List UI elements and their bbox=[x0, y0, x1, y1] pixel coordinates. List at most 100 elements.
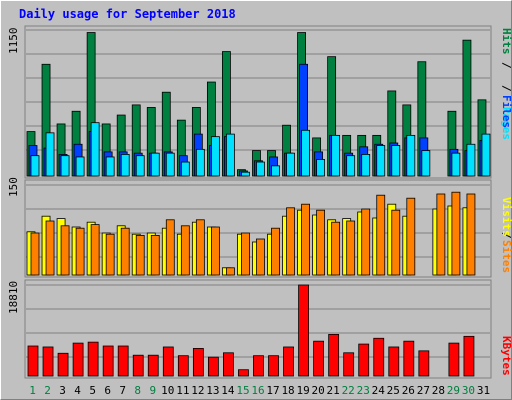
pages-bar bbox=[180, 161, 190, 177]
pages-bar bbox=[90, 122, 100, 177]
day-label: 18 bbox=[281, 384, 294, 397]
day-label: 31 bbox=[477, 384, 490, 397]
sites-bar bbox=[45, 220, 55, 276]
kbytes-bar bbox=[358, 343, 370, 377]
hits-files-pages-panel bbox=[24, 25, 492, 179]
day-label: 22 bbox=[342, 384, 355, 397]
pages-bar bbox=[165, 152, 175, 177]
day-label: 13 bbox=[206, 384, 219, 397]
sites-bar bbox=[226, 267, 235, 276]
sites-bar bbox=[271, 227, 280, 276]
kbytes-bar bbox=[27, 345, 39, 377]
hits-max-label: 1150 bbox=[7, 28, 20, 55]
pages-bar bbox=[346, 155, 356, 177]
sep-2: / bbox=[500, 62, 512, 69]
day-label: 28 bbox=[432, 384, 445, 397]
day-label: 3 bbox=[59, 384, 66, 397]
sites-bar bbox=[466, 193, 476, 276]
pages-bar bbox=[421, 150, 431, 177]
pages-bar bbox=[30, 155, 40, 177]
kbytes-bar bbox=[388, 346, 400, 377]
day-label: 4 bbox=[74, 384, 81, 397]
kbytes-bar bbox=[42, 346, 54, 377]
pages-bar bbox=[331, 134, 341, 177]
day-label: 27 bbox=[417, 384, 430, 397]
visits-max-label: 150 bbox=[7, 177, 20, 197]
pages-bar bbox=[256, 161, 265, 177]
visits-sites-panel bbox=[24, 179, 492, 278]
kbytes-bar bbox=[162, 346, 174, 377]
sites-bar bbox=[241, 232, 250, 276]
day-label: 10 bbox=[161, 384, 174, 397]
pages-bar bbox=[271, 165, 280, 177]
kbytes-bar bbox=[72, 342, 84, 377]
kbytes-bar bbox=[177, 355, 189, 377]
kbytes-bar bbox=[117, 345, 129, 377]
day-labels: 1 2 3 4 5 6 7 8 9 10 11 12 13 14 15 16 17 18 19 20 21 22 23 24 2… bbox=[29, 384, 490, 397]
day-label: 29 bbox=[447, 384, 460, 397]
sites-bar bbox=[90, 224, 100, 276]
kbytes-bar bbox=[343, 352, 355, 377]
day-label: 6 bbox=[104, 384, 111, 397]
pages-bar bbox=[391, 145, 401, 177]
kbytes-bar bbox=[132, 354, 144, 377]
sites-bar bbox=[361, 208, 371, 276]
pages-bar bbox=[210, 136, 220, 177]
day-label: 16 bbox=[251, 384, 264, 397]
legend-files: Files bbox=[500, 95, 512, 128]
kbytes-bar bbox=[207, 356, 219, 377]
kbytes-bar bbox=[283, 346, 294, 377]
sep-3: / bbox=[500, 232, 512, 239]
pages-bar bbox=[301, 129, 310, 177]
pages-bar bbox=[120, 154, 130, 177]
sites-bar bbox=[406, 197, 416, 276]
sites-bar bbox=[451, 191, 461, 276]
legend-kbytes: KBytes bbox=[500, 336, 512, 376]
pages-bar bbox=[75, 156, 85, 177]
kbytes-bar bbox=[223, 352, 234, 377]
kbytes-panel bbox=[24, 279, 492, 379]
pages-bar bbox=[195, 148, 205, 177]
kbytes-bar bbox=[403, 340, 415, 377]
sites-bar bbox=[165, 219, 175, 276]
kbytes-bar bbox=[192, 348, 204, 377]
sites-bar bbox=[346, 220, 356, 276]
pages-bar bbox=[226, 133, 235, 177]
kbytes-bar bbox=[253, 355, 264, 377]
pages-bar bbox=[481, 133, 491, 177]
sites-bar bbox=[436, 193, 446, 276]
kbytes-max-label: 18810 bbox=[7, 281, 20, 314]
pages-bar bbox=[60, 155, 70, 177]
day-label: 8 bbox=[134, 384, 141, 397]
legend-right-1: Pages bbox=[500, 107, 512, 140]
legend-visits: Visits bbox=[500, 197, 512, 237]
pages-bar bbox=[466, 143, 476, 177]
day-label: 14 bbox=[221, 384, 235, 397]
chart-title: Daily usage for September 2018 bbox=[19, 7, 236, 21]
day-label: 1 bbox=[29, 384, 36, 397]
sites-bar bbox=[135, 234, 145, 276]
day-label: 9 bbox=[149, 384, 156, 397]
legend-pages: Pages bbox=[500, 107, 512, 140]
day-label: 25 bbox=[387, 384, 400, 397]
pages-bar bbox=[451, 152, 461, 177]
sites-bar bbox=[331, 221, 341, 276]
day-label: 24 bbox=[372, 384, 386, 397]
sites-bar bbox=[210, 226, 220, 276]
day-label: 21 bbox=[327, 384, 340, 397]
kbytes-bar bbox=[373, 337, 385, 377]
sites-bar bbox=[256, 238, 265, 276]
kbytes-bar bbox=[87, 341, 99, 377]
kbytes-bar bbox=[57, 352, 69, 377]
legend-right-1c: Hits bbox=[500, 28, 512, 55]
kbytes-bar bbox=[328, 333, 340, 377]
day-label: 11 bbox=[176, 384, 189, 397]
day-label: 15 bbox=[236, 384, 249, 397]
kbytes-bar bbox=[418, 350, 430, 377]
sites-bar bbox=[30, 232, 40, 276]
pages-bar bbox=[376, 145, 386, 177]
sites-bar bbox=[105, 233, 115, 276]
sites-bar bbox=[180, 225, 190, 276]
pages-bar bbox=[406, 134, 416, 177]
sites-bar bbox=[286, 207, 295, 276]
